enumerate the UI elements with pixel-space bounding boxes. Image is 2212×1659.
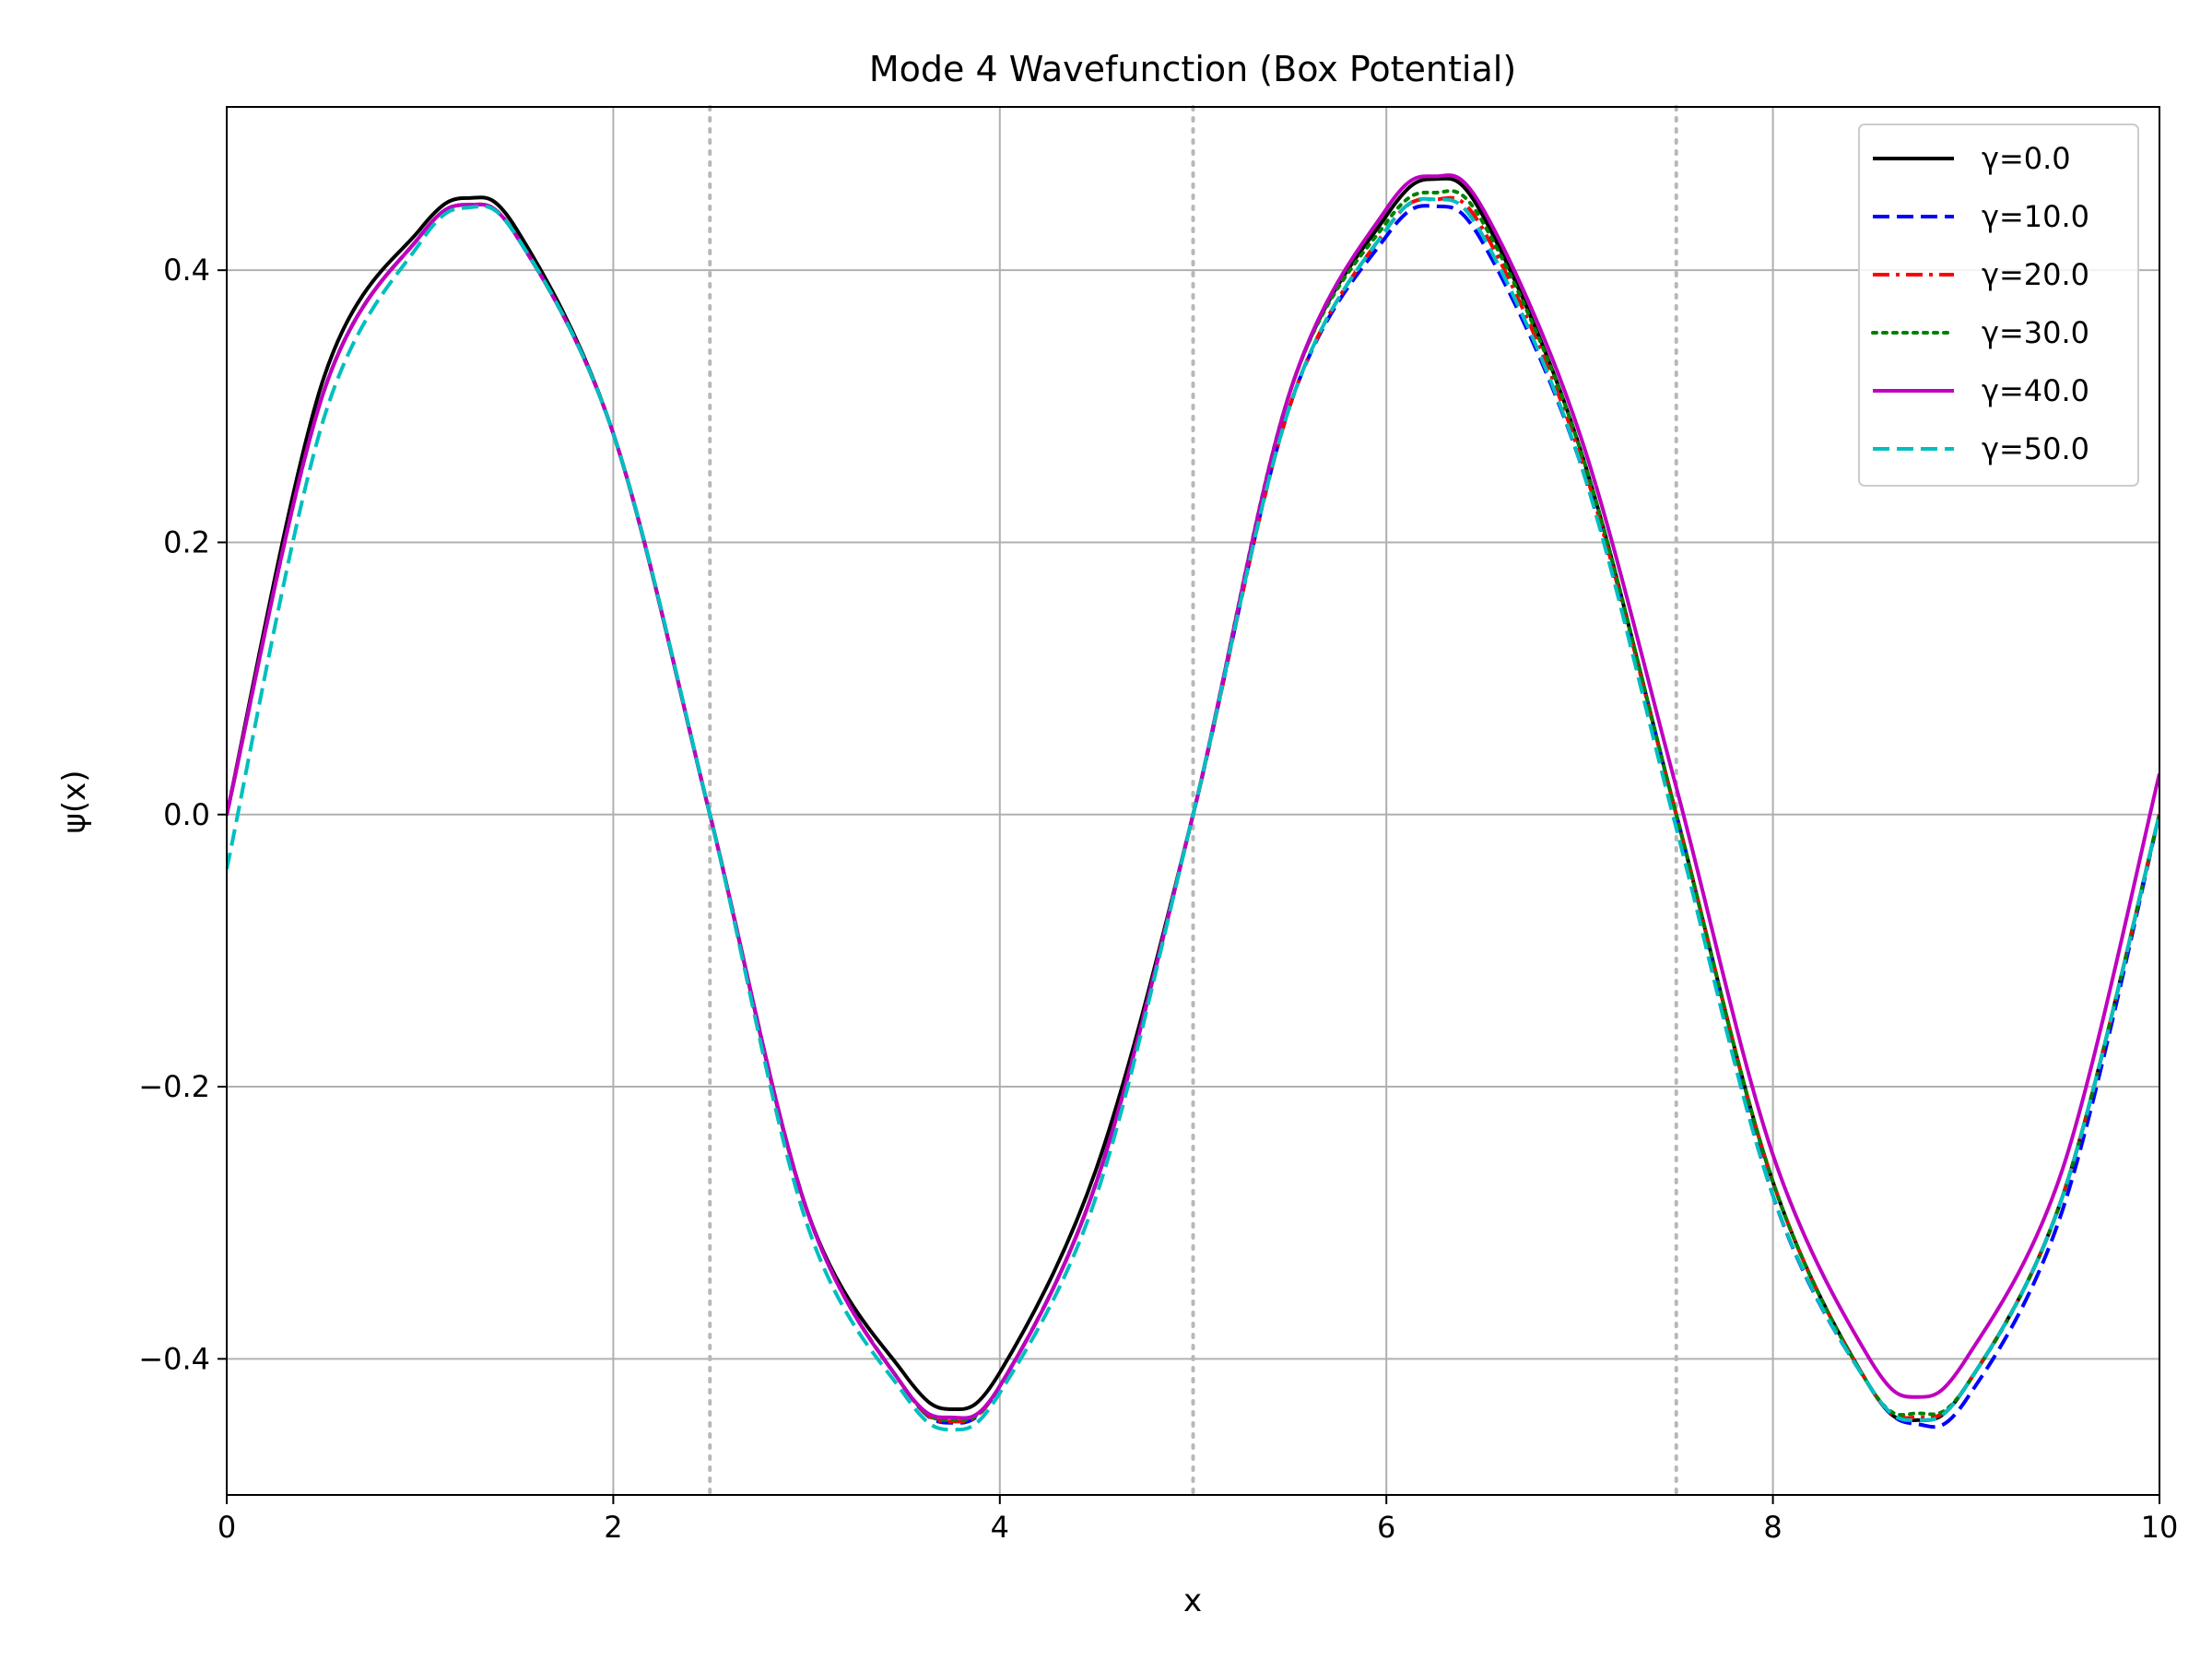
x-tick-label: 10: [2141, 1510, 2179, 1545]
vertical-markers: [708, 105, 1678, 1497]
legend-label: γ=20.0: [1982, 257, 2089, 292]
x-tick-label: 8: [1763, 1510, 1782, 1545]
y-axis-label: ψ(x): [56, 770, 93, 833]
series-group: [227, 173, 2159, 1432]
x-tick-label: 4: [991, 1510, 1009, 1545]
y-tick-label: 0.4: [163, 253, 210, 288]
x-axis-label: x: [1183, 1583, 1202, 1619]
x-tick-label: 2: [604, 1510, 622, 1545]
y-ticks: −0.4 −0.2 0.0 0.2 0.4: [138, 253, 227, 1376]
legend-label: γ=40.0: [1982, 373, 2089, 408]
y-tick-label: −0.2: [138, 1069, 210, 1104]
y-tick-label: 0.0: [163, 797, 210, 832]
legend: γ=0.0 γ=10.0 γ=20.0 γ=30.0 γ=40.0 γ=50.0: [1858, 124, 2139, 487]
plot-frame: [226, 106, 2160, 1496]
x-tick-label: 6: [1377, 1510, 1395, 1545]
legend-label: γ=0.0: [1982, 141, 2071, 176]
x-tick-label: 0: [218, 1510, 236, 1545]
legend-label: γ=50.0: [1982, 431, 2089, 466]
series-line-5: [227, 196, 2159, 1432]
legend-label: γ=10.0: [1982, 199, 2089, 234]
chart-title: Mode 4 Wavefunction (Box Potential): [869, 49, 1516, 89]
legend-label: γ=30.0: [1982, 315, 2089, 350]
y-tick-label: 0.2: [163, 524, 210, 559]
y-tick-label: −0.4: [138, 1341, 210, 1376]
x-ticks: 0 2 4 6 8 10: [218, 1495, 2179, 1545]
